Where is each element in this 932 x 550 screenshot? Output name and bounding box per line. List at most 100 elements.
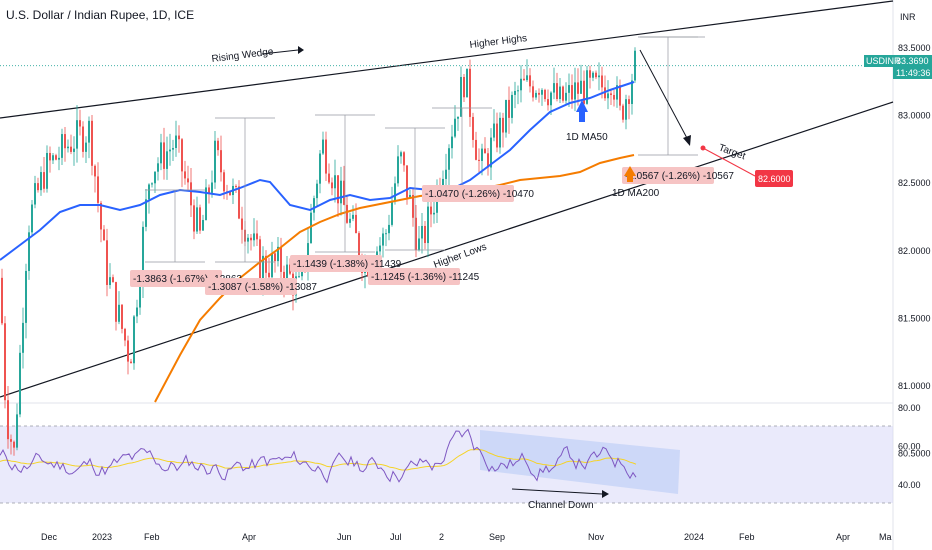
candle-body: [202, 220, 204, 231]
candle-body: [193, 205, 195, 232]
candle-body: [502, 117, 504, 133]
drop-label-bg: [290, 255, 382, 272]
candle-body: [268, 272, 270, 278]
rising-wedge-arrowhead: [298, 46, 304, 54]
candle-body: [157, 163, 159, 172]
candle-body: [163, 142, 165, 169]
price-tick-label: 83.5000: [898, 43, 931, 53]
candle-body: [82, 126, 84, 152]
candle-body: [586, 70, 588, 104]
candle-body: [277, 246, 279, 262]
candle-body: [319, 153, 321, 184]
candle-body: [166, 151, 168, 169]
candle-body: [631, 80, 633, 104]
candle-body: [28, 232, 30, 271]
candle-body: [328, 173, 330, 183]
candle-body: [94, 165, 96, 177]
candle-body: [508, 99, 510, 118]
candle-body: [112, 277, 114, 283]
currency-label: INR: [900, 12, 916, 22]
candle-body: [88, 120, 90, 143]
rsi-line: [0, 428, 637, 484]
drop-label-bg: [422, 185, 514, 202]
higher-lows-label: Higher Lows: [432, 241, 488, 270]
candle-body: [100, 202, 102, 230]
time-tick-label: 2: [439, 532, 444, 542]
candle-body: [484, 148, 486, 154]
candle-body: [481, 148, 483, 161]
time-tick-label: Apr: [836, 532, 850, 542]
drop-label: -1.1245 (-1.36%) -11245: [371, 272, 480, 283]
candle-body: [427, 206, 429, 244]
candle-body: [271, 253, 273, 278]
candle-body: [208, 187, 210, 193]
candle-body: [103, 229, 105, 241]
candle-body: [340, 180, 342, 204]
candle-body: [550, 92, 552, 106]
time-tick-label: Jun: [337, 532, 352, 542]
candle-body: [217, 140, 219, 151]
candle-body: [379, 245, 381, 252]
drop-label-bg: [368, 268, 460, 285]
candle-body: [532, 86, 534, 98]
candle-body: [97, 176, 99, 203]
candle-body: [118, 304, 120, 322]
candle-body: [385, 233, 387, 235]
ma50-line: [0, 81, 635, 261]
candle-body: [343, 180, 345, 205]
candle-body: [514, 90, 516, 95]
candle-body: [10, 439, 12, 442]
candle-body: [349, 218, 351, 223]
price-tick-label: 82.5000: [898, 178, 931, 188]
candle-body: [574, 82, 576, 100]
candle-body: [517, 90, 519, 92]
candle-body: [43, 172, 45, 189]
candle-body: [13, 441, 15, 448]
candle-body: [355, 214, 357, 234]
candle-body: [562, 86, 564, 101]
candle-body: [421, 225, 423, 239]
candle-body: [175, 135, 177, 148]
candle-body: [40, 172, 42, 191]
price-tick-label: 83.0000: [898, 111, 931, 121]
time-tick-label: Jul: [390, 532, 402, 542]
candle-body: [145, 199, 147, 227]
candle-body: [346, 204, 348, 223]
target-value-bg: [755, 170, 793, 187]
candle-body: [49, 152, 51, 161]
candle-body: [70, 146, 72, 152]
candle-body: [184, 171, 186, 179]
candle-body: [409, 194, 411, 198]
candle-body: [493, 123, 495, 138]
symbol-tag: USDINR: [866, 56, 901, 66]
drop-label: -1.0567 (-1.26%) -10567: [625, 171, 734, 182]
candle-body: [91, 120, 93, 166]
candle-body: [55, 155, 57, 160]
candle-body: [64, 134, 66, 149]
symbol-tag-bg: [864, 55, 932, 67]
candle-body: [199, 207, 201, 231]
time-tick-label: Feb: [739, 532, 755, 542]
countdown-tag: 11:49:36: [896, 68, 930, 78]
wedge-upper-line: [0, 0, 894, 119]
drop-label: -1.0470 (-1.26%) -10470: [425, 189, 534, 200]
candle-body: [469, 68, 471, 117]
candle-body: [229, 191, 231, 196]
candle-body: [535, 92, 537, 98]
candle-body: [607, 93, 609, 99]
candle-body: [571, 85, 573, 100]
candle-body: [511, 94, 513, 118]
candle-body: [160, 142, 162, 164]
candle-body: [34, 183, 36, 205]
rising-wedge-label: Rising Wedge: [211, 46, 274, 65]
target-label: Target: [717, 142, 747, 162]
price-tick-label: 82.0000: [898, 246, 931, 256]
candle-body: [22, 322, 24, 353]
candle-body: [181, 139, 183, 172]
drop-label-bg: [622, 167, 714, 184]
drop-label: -1.1439 (-1.38%) -11439: [293, 259, 402, 270]
candle-body: [505, 99, 507, 133]
channel-down-label: Channel Down: [528, 500, 594, 511]
candle-body: [211, 182, 213, 193]
